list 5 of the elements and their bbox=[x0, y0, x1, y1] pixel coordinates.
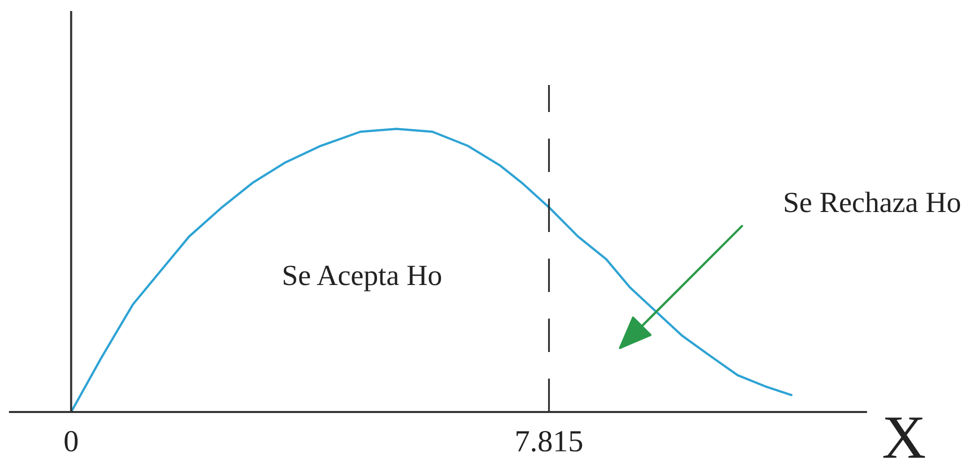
x-tick-label: 7.815 bbox=[516, 430, 582, 452]
x-axis-title: X bbox=[883, 418, 925, 458]
annotation: Se Rechaza Ho bbox=[784, 192, 960, 212]
x-tick-label: 0 bbox=[64, 430, 78, 452]
annotation: Se Acepta Ho bbox=[284, 266, 442, 292]
